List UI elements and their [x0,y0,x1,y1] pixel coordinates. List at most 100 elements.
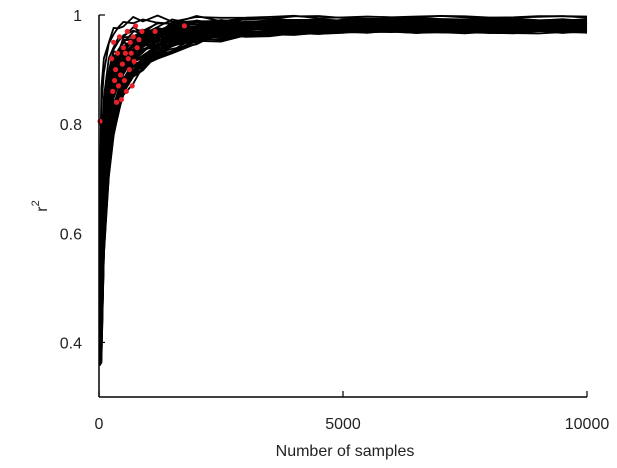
data-point [136,37,142,43]
curve-line [98,26,588,338]
data-point [111,39,117,45]
data-point [119,61,125,67]
curve-line [98,23,588,312]
curve-line [98,14,588,236]
x-tick-label: 10000 [565,416,610,433]
data-point [131,58,137,64]
curve-line [98,21,588,292]
y-tick-label: 0.6 [60,226,82,243]
y-axis-label-superscript: 2 [30,200,42,206]
curve-line [98,21,588,292]
curve-line [98,19,588,277]
curve-line [98,29,588,365]
data-point [130,34,136,40]
x-tick-label: 5000 [325,416,361,433]
curve-line [98,23,588,316]
data-point [129,83,135,89]
curve-line [98,26,588,339]
data-point [181,23,187,29]
data-point [134,45,140,51]
curve-line [98,21,588,293]
data-point [139,28,145,34]
data-point [115,83,122,89]
data-point [152,28,158,34]
y-axis-label: r2 [30,200,51,211]
curve-line [98,27,588,350]
curve-line [98,29,588,361]
curve-line [98,21,588,296]
curve-line [98,27,588,348]
data-point [125,56,131,62]
curve-line [98,23,587,316]
curve-line [98,27,588,350]
curve-line [98,23,588,312]
y-ticks: 0.4 0.6 0.8 1 [60,8,105,352]
data-point [120,45,126,51]
curve-line [98,19,588,276]
curve-line [98,27,587,351]
curve-line [98,18,588,266]
points-layer [97,23,187,124]
curve-line [98,23,588,311]
curve-line [98,26,588,335]
data-point [114,99,120,105]
curve-line [98,18,588,266]
curve-line [98,27,588,352]
curve-line [98,26,588,342]
svg-text:r2: r2 [30,200,51,211]
data-point [109,56,115,62]
data-point [116,34,123,40]
data-point [112,77,118,84]
data-point [123,88,129,94]
data-point [122,50,128,56]
curve-line [98,23,588,303]
curve-line [98,24,588,320]
data-point [128,50,134,56]
curve-line [98,29,588,367]
curve-line [98,21,588,294]
curve-line [98,22,588,299]
curve-line [98,24,588,311]
curve-line [98,29,588,362]
curve-line [98,28,588,359]
curve-line [98,19,588,276]
curve-line [98,27,588,344]
curve-line [98,22,588,298]
data-point [133,23,139,29]
curve-line [98,28,588,353]
y-tick-label: 1 [73,8,82,25]
curves-layer [98,14,588,367]
curve-line [98,24,588,313]
curve-line [98,19,588,278]
curve-line [98,14,588,229]
data-point [113,67,119,73]
curve-line [98,25,588,334]
curve-line [98,18,588,270]
curve-line [98,20,588,284]
x-tick-label: 0 [95,416,104,433]
data-point [118,97,124,103]
data-point [121,77,127,84]
x-axis-label: Number of samples [276,443,415,460]
curve-line [98,27,588,351]
data-point [124,28,130,34]
curve-line [98,21,588,294]
curve-line [98,24,588,317]
data-point [126,67,132,73]
x-ticks: 0 5000 10000 [95,391,610,433]
curve-line [98,21,588,295]
data-point [114,50,121,56]
data-point [117,72,124,78]
y-axis-label-base: r [34,206,51,212]
curve-line [98,19,588,279]
y-tick-label: 0.8 [60,117,82,134]
curve-line [98,23,588,310]
data-point [127,39,133,45]
curve-line [98,19,588,278]
curve-line [98,29,588,364]
curve-line [98,19,588,280]
curve-line [98,27,588,344]
curve-line [98,24,588,314]
curve-line [98,23,588,317]
